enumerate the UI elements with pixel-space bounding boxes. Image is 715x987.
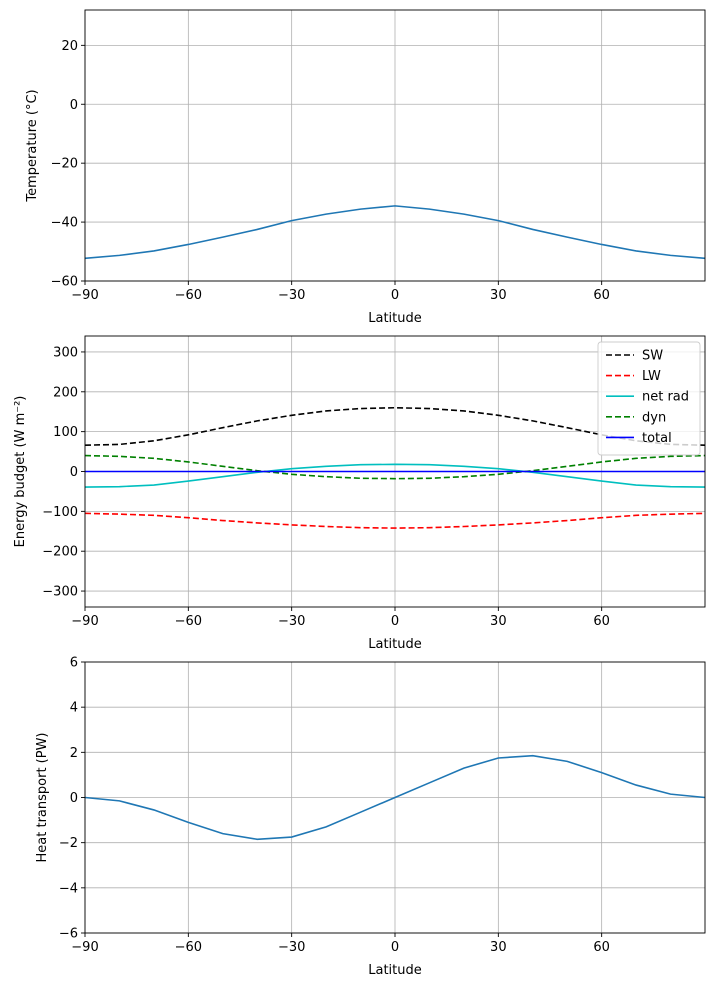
legend-label-net-rad: net rad xyxy=(642,390,689,405)
x-tick-label: 0 xyxy=(391,288,399,303)
x-tick-label: −90 xyxy=(71,614,98,629)
y-tick-label: −300 xyxy=(42,585,78,600)
y-tick-label: 0 xyxy=(70,791,78,806)
x-tick-label: 30 xyxy=(490,614,507,629)
legend-label-dyn: dyn xyxy=(642,410,666,425)
x-tick-label: −30 xyxy=(278,614,305,629)
legend-label-LW: LW xyxy=(642,369,661,384)
y-tick-label: 2 xyxy=(70,746,78,761)
x-tick-label: −60 xyxy=(175,614,202,629)
x-axis-label: Latitude xyxy=(368,637,422,652)
x-tick-label: −60 xyxy=(175,288,202,303)
y-tick-label: −2 xyxy=(59,836,78,851)
y-tick-label: 100 xyxy=(53,425,78,440)
x-tick-label: −90 xyxy=(71,288,98,303)
x-tick-label: 60 xyxy=(593,940,610,955)
y-tick-label: 200 xyxy=(53,385,78,400)
y-tick-label: −20 xyxy=(51,157,78,172)
x-tick-label: −30 xyxy=(278,940,305,955)
y-tick-label: −4 xyxy=(59,881,78,896)
y-tick-label: 0 xyxy=(70,465,78,480)
x-tick-label: 30 xyxy=(490,288,507,303)
x-tick-label: 0 xyxy=(391,940,399,955)
series-line xyxy=(84,205,706,260)
y-tick-label: 4 xyxy=(70,701,78,716)
x-tick-label: 60 xyxy=(593,614,610,629)
legend-box xyxy=(597,341,701,456)
y-tick-label: −200 xyxy=(42,545,78,560)
x-tick-label: 60 xyxy=(593,288,610,303)
x-tick-label: 0 xyxy=(391,614,399,629)
y-tick-label: 6 xyxy=(70,656,78,671)
chart-panel-3: −90 −60 −30 0 30 60 −6 −4 −2 0 2 4 6 Latitude Heat tra… xyxy=(35,656,706,978)
legend: SW LW net rad dyn total xyxy=(597,341,701,456)
y-tick-label: 20 xyxy=(61,39,78,54)
series-line-SW xyxy=(84,406,706,446)
legend-label-total: total xyxy=(642,431,672,446)
y-tick-label: 0 xyxy=(70,98,78,113)
chart-panel-2: −90 −60 −30 0 30 60−300−200−1000100200300Lati… xyxy=(13,335,706,652)
x-axis-label: Latitude xyxy=(368,311,422,326)
y-axis-label: Temperature (°C) xyxy=(25,89,40,202)
y-tick-label: −100 xyxy=(42,505,78,520)
y-tick-label: −6 xyxy=(59,927,78,942)
series-line-net-rad xyxy=(84,463,706,488)
x-tick-label: −30 xyxy=(278,288,305,303)
x-tick-label: −60 xyxy=(175,940,202,955)
y-axis-label: Energy budget (W m⁻²) xyxy=(13,396,28,548)
chart-panel-1: −90 −60 −30 0 30 60−60−40−20020LatitudeTemper… xyxy=(25,9,706,326)
y-tick-label: −60 xyxy=(51,275,78,290)
y-tick-label: −40 xyxy=(51,216,78,231)
x-axis-label: Latitude xyxy=(368,963,422,978)
series-line-LW xyxy=(84,512,706,529)
y-axis-label: Heat transport (PW) xyxy=(35,732,50,862)
x-tick-label: −90 xyxy=(71,940,98,955)
series-line xyxy=(84,754,706,841)
x-tick-label: 30 xyxy=(490,940,507,955)
series-line-dyn xyxy=(84,454,706,480)
legend-label-SW: SW xyxy=(642,349,663,364)
y-tick-label: 300 xyxy=(53,345,78,360)
